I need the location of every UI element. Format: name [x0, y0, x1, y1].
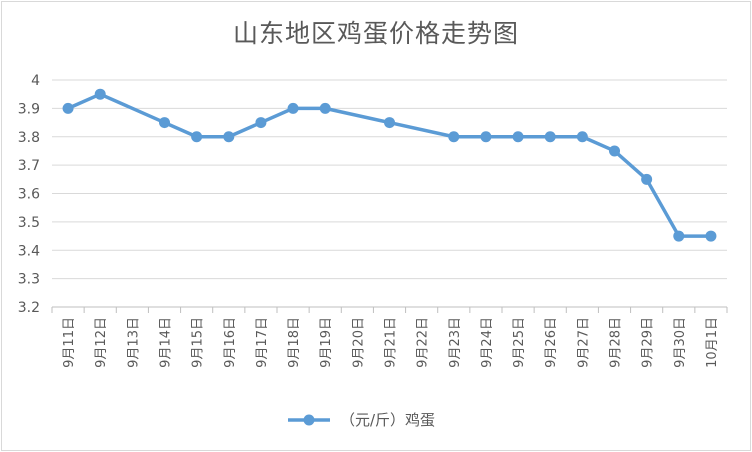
y-tick-label: 4 — [31, 73, 40, 89]
x-tick-label: 9月20日 — [351, 317, 366, 368]
data-point — [319, 102, 331, 114]
data-point — [609, 145, 620, 157]
data-point — [544, 131, 556, 143]
gridlines — [52, 79, 727, 280]
y-tick-label: 3.7 — [18, 158, 40, 174]
x-tick-label: 9月17日 — [255, 317, 270, 368]
x-tick-label: 9月11日 — [62, 317, 77, 368]
x-tick-label: 9月24日 — [480, 317, 495, 368]
data-point — [94, 88, 106, 100]
y-tick-label: 3.8 — [18, 130, 40, 146]
x-tick-label: 9月12日 — [94, 317, 109, 368]
y-tick-label: 3.4 — [18, 243, 40, 259]
x-tick-label: 9月14日 — [159, 317, 174, 368]
data-point — [705, 230, 717, 242]
data-point — [159, 117, 170, 129]
y-tick-label: 3.2 — [18, 300, 40, 316]
x-tick-label: 9月21日 — [384, 317, 399, 368]
x-axis-ticks: 9月11日 9月12日 9月13日 9月14日 9月15日 9月16日 9月17日 9月18日… — [62, 317, 720, 368]
x-tick-label: 9月16日 — [223, 317, 238, 368]
x-tick-label: 9月30日 — [673, 317, 688, 368]
data-point — [384, 117, 395, 129]
data-point — [287, 102, 299, 114]
x-tick-label: 9月28日 — [609, 317, 624, 368]
y-tick-label: 3.6 — [18, 187, 40, 203]
data-point — [480, 131, 492, 143]
x-tick-label: 10月1日 — [705, 317, 720, 368]
x-tick-label: 9月18日 — [287, 317, 302, 368]
x-tick-label: 9月13日 — [126, 317, 141, 368]
data-point — [191, 131, 203, 143]
y-axis-ticks: 3.2 3.3 3.4 3.5 3.6 3.7 3.8 3.9 4 — [18, 73, 40, 316]
data-point — [448, 131, 460, 143]
legend-marker — [303, 414, 315, 426]
series-layer — [62, 88, 717, 242]
y-tick-label: 3.3 — [18, 272, 40, 288]
x-tick-label: 9月26日 — [544, 317, 559, 368]
data-point — [576, 131, 588, 143]
data-point — [62, 102, 74, 114]
chart-title: 山东地区鸡蛋价格走势图 — [232, 19, 519, 48]
x-axis — [51, 306, 728, 313]
data-point — [255, 117, 267, 129]
y-tick-label: 3.5 — [18, 215, 40, 231]
data-point — [512, 131, 524, 143]
x-tick-label: 9月27日 — [576, 317, 591, 368]
legend: （元/斤）鸡蛋 — [288, 411, 435, 429]
data-point — [641, 173, 653, 185]
data-point — [673, 230, 685, 242]
x-tick-label: 9月15日 — [191, 317, 206, 368]
x-tick-label: 9月23日 — [448, 317, 463, 368]
legend-label: （元/斤）鸡蛋 — [340, 411, 435, 429]
y-tick-label: 3.9 — [18, 101, 40, 117]
x-tick-label: 9月25日 — [512, 317, 527, 368]
series-line — [66, 92, 713, 238]
x-tick-label: 9月22日 — [416, 317, 431, 368]
data-point — [223, 131, 235, 143]
x-tick-label: 9月29日 — [641, 317, 656, 368]
x-tick-label: 9月19日 — [319, 317, 334, 368]
